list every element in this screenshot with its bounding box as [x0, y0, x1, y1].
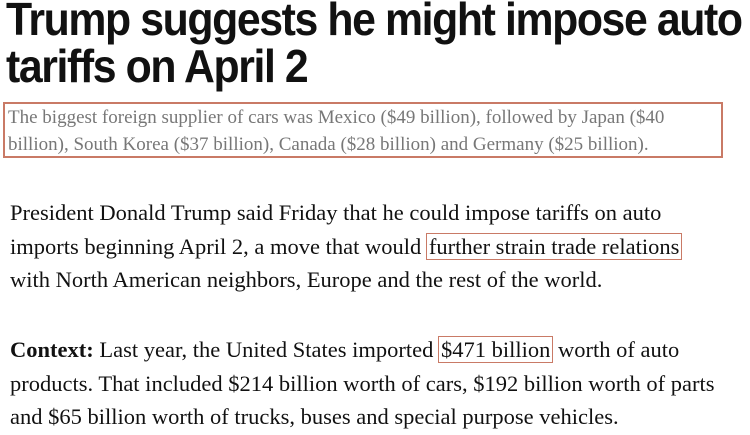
paragraph-line: with North American neighbors, Europe an…	[10, 267, 603, 292]
subtitle-line: billion), South Korea ($37 billion), Can…	[8, 134, 649, 155]
paragraph-line: products. That included $214 billion wor…	[10, 370, 715, 396]
headline-line: Trump suggests he might impose auto	[6, 0, 743, 45]
text: Last year, the United States imported	[93, 337, 439, 362]
headline: Trump suggests he might impose auto tari…	[6, 0, 743, 92]
text: worth of auto	[552, 337, 680, 362]
subtitle-highlight-box: The biggest foreign supplier of cars was…	[3, 102, 723, 158]
paragraph-trump-statement: President Donald Trump said Friday that …	[10, 196, 683, 297]
paragraph-line: and $65 billion worth of trucks, buses a…	[10, 404, 619, 429]
headline-line: tariffs on April 2	[6, 40, 309, 92]
text: imports beginning April 2, a move that w…	[10, 233, 427, 259]
context-label: Context:	[10, 337, 94, 362]
highlighted-phrase: further strain trade relations	[425, 232, 683, 260]
subtitle-line: The biggest foreign supplier of cars was…	[8, 107, 665, 128]
paragraph-context: Context: Last year, the United States im…	[10, 333, 714, 434]
paragraph-line: Context: Last year, the United States im…	[10, 333, 714, 367]
paragraph-line: President Donald Trump said Friday that …	[10, 200, 662, 225]
paragraph-line: imports beginning April 2, a move that w…	[10, 230, 683, 264]
highlighted-amount: $471 billion	[437, 336, 554, 363]
